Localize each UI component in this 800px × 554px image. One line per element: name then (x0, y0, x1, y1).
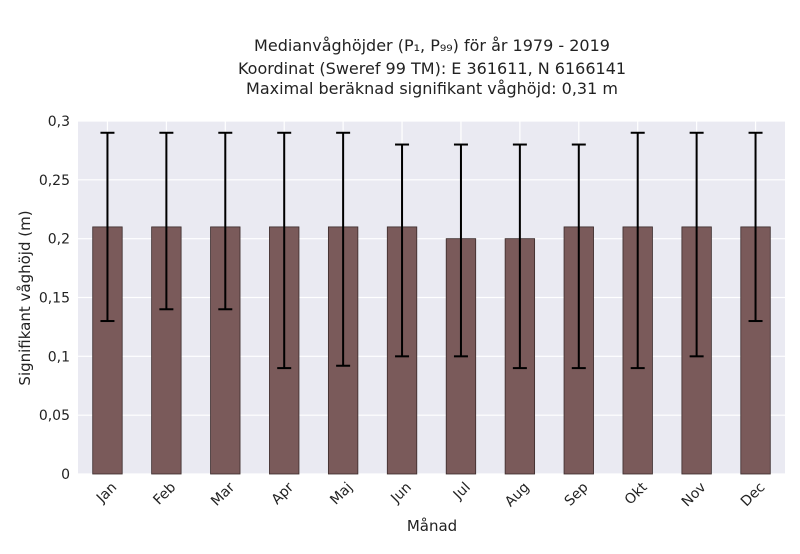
x-tick-label: Jul (450, 480, 474, 504)
y-axis-label: Signifikant våghöjd (m) (16, 210, 34, 385)
x-tick-label: Okt (622, 479, 651, 508)
error-bar-aug (512, 143, 527, 370)
x-tick-label: Aug (502, 480, 533, 511)
x-tick-label: Sep (562, 479, 592, 509)
chart-title-line-2: Koordinat (Sweref 99 TM): E 361611, N 61… (238, 59, 626, 78)
y-tick-label: 0,15 (39, 291, 70, 307)
x-tick-label: Mar (208, 479, 238, 509)
error-bar-apr (277, 131, 292, 370)
x-axis-label: Månad (407, 517, 457, 535)
y-tick-labels: 0 0,05 0,1 0,15 0,2 0,25 0,3 (39, 114, 70, 483)
y-tick-label: 0,3 (48, 114, 70, 130)
error-bar-feb (159, 131, 174, 311)
y-tick-label: 0,2 (48, 232, 70, 248)
error-bar-okt (630, 131, 645, 370)
x-tick-label: Feb (150, 479, 179, 508)
x-tick-labels: Jan Feb Mar Apr Maj Jun Jul Aug Sep Okt Nov Dec (93, 479, 768, 510)
error-bar-maj (336, 131, 351, 367)
x-tick-label: Maj (327, 480, 356, 509)
chart-title-line-3: Maximal beräknad signifikant våghöjd: 0,… (246, 79, 618, 98)
error-bar-jan (100, 131, 115, 323)
y-tick-label: 0,05 (39, 408, 70, 424)
error-bar-nov (689, 131, 704, 358)
chart-title-line-1: Medianvåghöjder (P₁, P₉₉) för år 1979 - … (254, 36, 610, 55)
error-bar-sep (571, 143, 586, 370)
error-bar-dec (748, 131, 763, 323)
error-bar-jun (395, 143, 410, 358)
y-tick-label: 0,1 (48, 349, 70, 365)
y-tick-label: 0 (61, 467, 70, 483)
error-bar-jul (453, 143, 468, 358)
error-bars (100, 131, 763, 370)
error-bar-mar (218, 131, 233, 311)
x-tick-label: Apr (269, 479, 298, 508)
x-tick-label: Jan (93, 480, 120, 507)
y-tick-label: 0,25 (39, 173, 70, 189)
x-tick-label: Jun (387, 480, 414, 507)
x-tick-label: Dec (738, 480, 768, 510)
x-tick-label: Nov (679, 480, 710, 511)
